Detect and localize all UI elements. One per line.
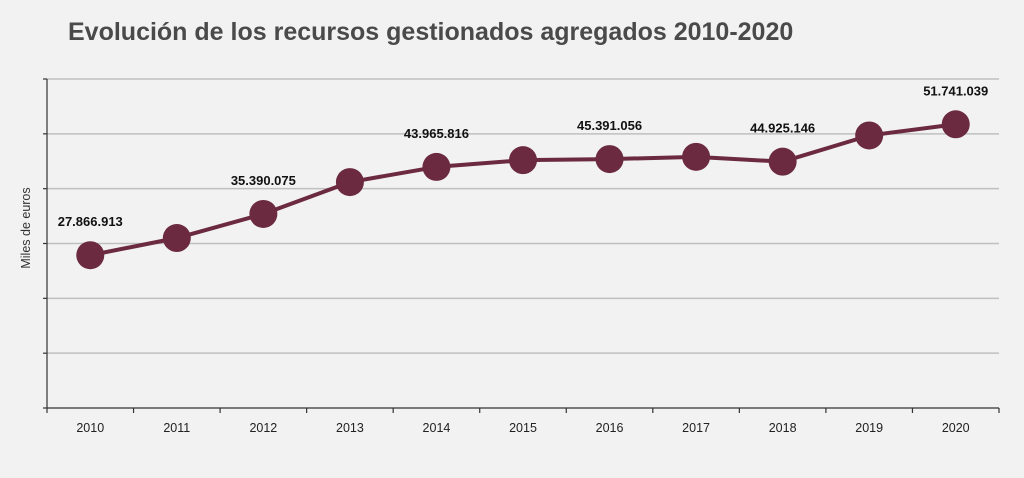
data-label: 35.390.075 [231, 173, 296, 188]
data-point [595, 145, 624, 174]
data-label: 44.925.146 [750, 121, 815, 136]
data-label: 45.391.056 [577, 118, 642, 133]
x-tick-label: 2016 [596, 421, 624, 435]
x-tick-label: 2012 [249, 421, 277, 435]
data-point [855, 121, 884, 150]
data-point [422, 152, 451, 181]
series-line [89, 122, 956, 258]
data-point [941, 110, 970, 139]
data-point [249, 199, 278, 228]
data-point [162, 224, 191, 253]
data-point [76, 241, 105, 270]
data-label: 51.741.039 [923, 83, 988, 98]
data-label: 27.866.913 [58, 214, 123, 229]
x-tick-label: 2013 [336, 421, 364, 435]
data-label: 43.965.816 [404, 126, 469, 141]
x-tick-label: 2018 [769, 421, 797, 435]
x-tick-label: 2017 [682, 421, 710, 435]
data-point [509, 146, 537, 175]
x-tick-label: 2015 [509, 421, 537, 435]
x-tick-label: 2019 [855, 421, 883, 435]
chart-title: Evolución de los recursos gestionados ag… [68, 18, 794, 46]
data-point [682, 142, 711, 171]
data-point [768, 147, 797, 176]
x-tick-label: 2011 [163, 421, 190, 435]
x-tick-label: 2014 [423, 421, 451, 435]
x-tick-label: 2010 [76, 421, 104, 435]
data-point [335, 168, 364, 197]
x-tick-label: 2020 [942, 421, 970, 435]
